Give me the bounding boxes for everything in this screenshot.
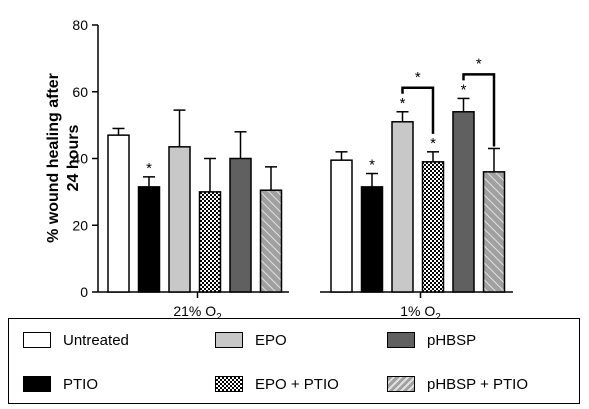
legend-swatch <box>387 376 415 392</box>
significance-star: * <box>146 160 152 177</box>
y-axis-label: % wound healing after 24 hours <box>45 73 82 243</box>
legend-label: pHBSP + PTIO <box>427 375 529 393</box>
y-axis-label-line-2: 24 hours <box>65 125 82 192</box>
y-tick-label: 60 <box>72 84 88 100</box>
legend-item: pHBSP + PTIO <box>387 373 528 395</box>
bar-epo <box>168 146 191 293</box>
bracket-star: * <box>476 55 482 72</box>
y-tick-label: 20 <box>72 217 88 233</box>
legend-label: pHBSP <box>427 331 477 349</box>
x-group-label: 21% O2 <box>173 303 222 318</box>
legend-label: Untreated <box>63 331 129 349</box>
significance-star: * <box>369 157 375 174</box>
significance-star: * <box>400 95 406 112</box>
bracket-star: * <box>415 69 421 86</box>
legend-swatch <box>215 332 243 348</box>
significance-bracket <box>462 73 496 147</box>
legend-swatch <box>215 376 243 392</box>
y-tick-label: 80 <box>72 17 88 33</box>
bar-phbsp-ptio <box>259 189 283 293</box>
bar-untreated <box>330 159 353 293</box>
significance-star: * <box>430 135 436 152</box>
group-labels: 21% O2 1% O2 <box>173 303 441 318</box>
legend-item: PTIO <box>23 373 98 395</box>
y-tick-label: 0 <box>80 284 88 300</box>
legend-label: PTIO <box>63 375 99 393</box>
x-group-label: 1% O2 <box>400 303 441 318</box>
legend-item: pHBSP <box>387 329 476 351</box>
legend-swatch <box>23 332 51 348</box>
bar-phbsp <box>452 111 475 293</box>
bar-ptio <box>360 186 384 293</box>
bar-epo-ptio <box>421 161 445 293</box>
legend-item: Untreated <box>23 329 129 351</box>
significance-star: * <box>461 81 467 98</box>
legend-label: EPO <box>255 331 287 349</box>
legend-label: EPO + PTIO <box>255 375 339 393</box>
bar-phbsp <box>229 157 252 293</box>
bar-phbsp-ptio <box>482 171 506 293</box>
y-axis-label-line-1: % wound healing after <box>45 73 62 243</box>
bars: * * * * * * * <box>107 55 506 293</box>
bar-ptio <box>137 186 161 293</box>
legend-item: EPO + PTIO <box>215 373 339 395</box>
significance-bracket <box>401 86 435 134</box>
legend: Untreated PTIO EPO EPO + PTIO pHBSP pHBSP + P… <box>8 318 580 404</box>
y-tick-label: 40 <box>72 151 88 167</box>
legend-swatch <box>387 332 415 348</box>
bar-epo-ptio <box>198 191 222 293</box>
legend-swatch <box>23 376 51 392</box>
axes: 0 20 40 60 80 <box>72 17 513 300</box>
bar-chart: % wound healing after 24 hours 0 20 40 60 80… <box>45 17 513 318</box>
legend-item: EPO <box>215 329 287 351</box>
bar-epo <box>391 121 414 293</box>
bar-untreated <box>107 134 130 293</box>
